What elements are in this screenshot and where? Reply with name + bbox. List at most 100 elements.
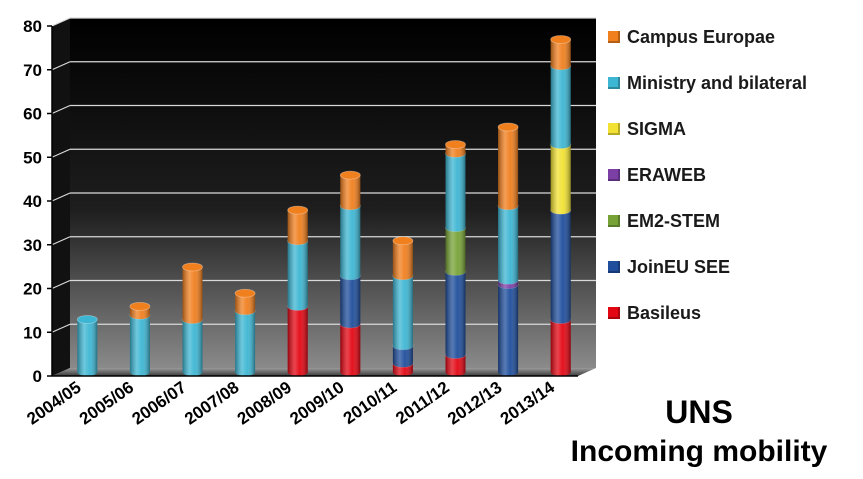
- legend-label: ERAWEB: [627, 164, 707, 185]
- bar-stack: [339, 170, 361, 376]
- bar-segment: [550, 205, 572, 324]
- bar-segment: [129, 310, 151, 376]
- bar-segment: [182, 315, 203, 376]
- legend-label: Ministry and bilateral: [627, 72, 808, 93]
- bar-segment: [234, 306, 256, 376]
- bar-stack: [182, 262, 203, 376]
- bar-segment: [287, 301, 309, 376]
- x-tick-label: 2008/09: [234, 378, 295, 429]
- legend-swatch: [608, 261, 620, 273]
- gridline-side: [51, 104, 71, 115]
- y-tick-label: 50: [23, 148, 42, 167]
- bar-stack: [287, 205, 309, 376]
- bar-segment: [550, 35, 572, 70]
- bar-shading: [340, 175, 361, 210]
- bar-segment: [182, 262, 203, 324]
- bar-segment: [287, 205, 309, 245]
- bar-shading: [550, 144, 571, 215]
- y-tick-label: 30: [23, 236, 42, 255]
- bar-segment: [445, 148, 466, 232]
- legend: Campus Europae Ministry and bilateral SIGM…: [608, 14, 807, 336]
- x-tick-label: 2006/07: [129, 378, 190, 429]
- gridline-side: [51, 148, 71, 158]
- bar-shading: [498, 127, 519, 210]
- bar-shading: [550, 65, 571, 149]
- bar-stack: [445, 140, 466, 376]
- bar-segment: [550, 140, 572, 215]
- caption-subtitle: Incoming mobility: [570, 435, 828, 468]
- legend-item: Campus Europae: [608, 14, 807, 60]
- bar-top: [287, 205, 309, 215]
- bar-top: [182, 262, 203, 272]
- bar-top: [550, 35, 572, 44]
- bar-shading: [235, 293, 256, 315]
- x-tick-label: 2011/12: [392, 378, 452, 428]
- y-tick-label: 10: [23, 323, 42, 342]
- x-tick-label: 2012/13: [444, 378, 505, 429]
- bar-segment: [339, 271, 361, 328]
- bar-segment: [339, 201, 361, 280]
- bar-segment: [339, 170, 361, 210]
- bar-shading: [340, 205, 361, 280]
- bar-shading: [550, 210, 571, 324]
- bar-segment: [76, 315, 98, 376]
- gridline-side: [51, 17, 71, 27]
- bar-shading: [182, 267, 203, 324]
- bar-stack: [392, 236, 414, 376]
- bar-shading: [445, 271, 466, 359]
- bar-segment: [497, 201, 519, 285]
- bar-segment: [445, 266, 466, 359]
- legend-item: Basileus: [608, 290, 807, 336]
- gridline-side: [51, 192, 71, 202]
- bar-segment: [550, 61, 572, 149]
- legend-swatch: [608, 123, 620, 135]
- bar-shading: [550, 39, 571, 70]
- bar-segment: [339, 319, 361, 376]
- caption-title: UNS: [665, 394, 733, 430]
- bar-segment: [287, 236, 309, 311]
- legend-label: SIGMA: [627, 118, 687, 139]
- bar-segment: [497, 280, 519, 376]
- chart: 010203040506070802004/052005/062006/0720…: [23, 17, 596, 429]
- bar-segment: [392, 271, 414, 350]
- legend-swatch: [608, 31, 620, 43]
- bar-shading: [182, 319, 203, 376]
- bar-top: [445, 140, 466, 149]
- y-tick-label: 40: [23, 192, 42, 211]
- bar-shading: [445, 227, 466, 276]
- legend-label: Basileus: [627, 302, 702, 323]
- legend-label: Campus Europae: [627, 26, 776, 47]
- bar-shading: [129, 315, 150, 376]
- y-tick-label: 60: [23, 105, 42, 124]
- legend-swatch: [608, 77, 620, 89]
- gridline-side: [51, 279, 71, 290]
- bar-shading: [287, 240, 308, 311]
- bar-shading: [498, 284, 519, 376]
- legend-item: SIGMA: [608, 106, 807, 152]
- legend-swatch: [608, 169, 620, 181]
- y-tick-label: 20: [23, 280, 42, 299]
- bar-shading: [77, 319, 98, 376]
- bar-top: [339, 170, 361, 180]
- bar-stack: [497, 122, 519, 376]
- y-tick-label: 70: [23, 61, 42, 80]
- bar-top: [392, 236, 414, 246]
- bars: [76, 35, 572, 376]
- legend-swatch: [608, 215, 620, 227]
- gridline-side: [51, 323, 71, 333]
- bar-shading: [287, 210, 308, 245]
- bar-shading: [235, 310, 256, 376]
- legend-label: JoinEU SEE: [627, 256, 731, 277]
- legend-item: ERAWEB: [608, 152, 807, 198]
- bar-shading: [498, 205, 519, 285]
- bar-shading: [340, 275, 361, 328]
- bar-segment: [550, 315, 572, 376]
- bar-stack: [129, 301, 151, 376]
- bar-shading: [392, 275, 413, 350]
- legend-label: EM2-STEM: [627, 210, 721, 231]
- bar-segment: [234, 288, 256, 315]
- bar-segment: [392, 236, 414, 280]
- bar-shading: [340, 323, 361, 376]
- bar-shading: [287, 306, 308, 376]
- x-tick-label: 2007/08: [181, 378, 242, 429]
